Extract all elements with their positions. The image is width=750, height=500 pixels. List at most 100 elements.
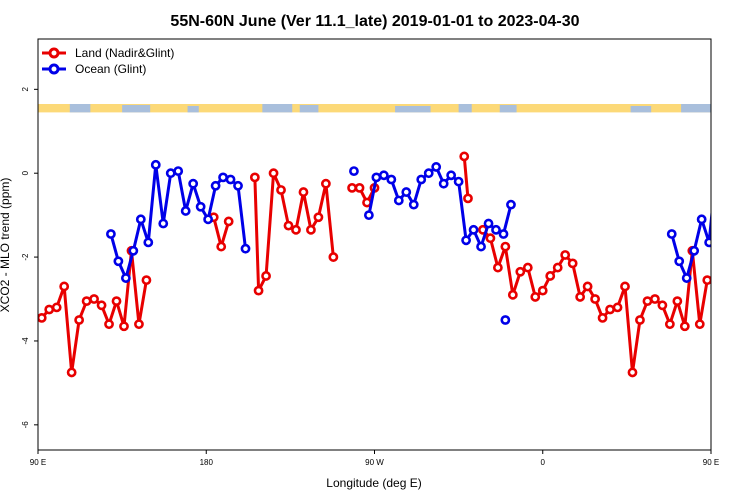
data-point xyxy=(545,271,556,281)
y-axis-label: XCO2 - MLO trend (ppm) xyxy=(0,178,12,313)
data-point xyxy=(461,235,472,246)
data-point xyxy=(165,168,176,179)
data-point xyxy=(261,271,271,281)
legend-label-land: Land (Nadir&Glint) xyxy=(75,46,174,60)
land-ocean-band xyxy=(38,104,711,113)
data-point xyxy=(492,262,503,273)
data-point xyxy=(158,218,169,229)
data-point xyxy=(713,161,720,168)
data-point xyxy=(354,182,365,193)
data-point xyxy=(506,199,516,210)
data-point xyxy=(143,237,154,248)
data-point xyxy=(233,180,243,191)
data-point xyxy=(681,273,692,283)
data-point xyxy=(704,237,711,248)
data-point xyxy=(438,178,449,189)
data-point xyxy=(203,214,214,225)
data-point xyxy=(225,174,236,185)
data-point xyxy=(476,241,486,252)
ocean-patch xyxy=(395,106,431,113)
data-point xyxy=(240,243,251,254)
data-point xyxy=(468,224,479,235)
data-point xyxy=(401,187,412,197)
ocean-patch xyxy=(69,104,91,113)
data-point xyxy=(552,262,563,273)
ocean-patch xyxy=(681,104,711,113)
data-point xyxy=(666,229,677,239)
data-point xyxy=(530,292,541,302)
legend-item-land: Land (Nadir&Glint) xyxy=(42,46,174,60)
data-point xyxy=(128,245,139,256)
data-point xyxy=(679,321,690,332)
data-point xyxy=(423,168,434,179)
data-point xyxy=(134,319,144,330)
data-point xyxy=(720,220,727,227)
ocean-patch xyxy=(122,105,151,113)
data-point xyxy=(728,170,735,177)
y-tick-label: 0 xyxy=(21,170,30,175)
data-point xyxy=(38,312,47,323)
series-line xyxy=(462,156,470,199)
data-point xyxy=(113,256,124,267)
data-point xyxy=(694,319,705,330)
data-point xyxy=(664,319,675,330)
data-point xyxy=(378,170,389,181)
ocean-patch xyxy=(187,106,199,113)
data-point xyxy=(89,294,99,304)
data-point xyxy=(459,151,470,162)
ocean-patch xyxy=(299,105,319,113)
data-point xyxy=(44,304,55,315)
y-tick-label: 2 xyxy=(21,87,30,92)
data-point xyxy=(689,245,700,256)
ocean-patch xyxy=(499,105,517,113)
data-point xyxy=(560,250,571,260)
data-point xyxy=(702,275,711,286)
data-point xyxy=(119,321,129,332)
ocean-patch xyxy=(458,104,472,113)
data-point xyxy=(537,285,548,296)
series-ocean xyxy=(106,159,735,325)
data-point xyxy=(223,216,234,227)
x-tick-label: 90 W xyxy=(365,458,384,467)
data-point xyxy=(446,170,457,181)
data-point xyxy=(597,312,608,323)
data-point xyxy=(216,241,227,252)
data-point xyxy=(431,162,442,172)
data-point xyxy=(507,289,518,300)
data-point xyxy=(111,296,122,307)
data-point xyxy=(306,224,316,235)
data-point xyxy=(657,300,668,311)
series-land xyxy=(38,151,711,378)
data-point xyxy=(620,281,630,292)
data-point xyxy=(453,176,464,187)
data-point xyxy=(590,294,600,304)
data-point xyxy=(298,187,309,197)
data-point xyxy=(605,304,615,315)
data-point xyxy=(141,275,152,286)
data-point xyxy=(120,273,131,283)
data-point xyxy=(696,214,707,225)
y-axis-ticks: 2 0 -2 -4 -6 xyxy=(21,87,38,428)
data-point xyxy=(328,252,339,262)
x-tick-label: 90 E xyxy=(703,458,719,467)
data-point xyxy=(51,302,62,313)
data-point xyxy=(491,224,501,235)
data-point xyxy=(347,182,357,193)
data-point xyxy=(268,168,279,179)
data-point xyxy=(485,233,496,244)
data-point xyxy=(150,159,161,170)
data-point xyxy=(627,367,638,378)
data-point xyxy=(180,206,191,216)
data-point xyxy=(500,241,511,252)
x-tick-label: 90 E xyxy=(30,458,46,467)
data-point xyxy=(635,315,645,325)
data-point xyxy=(483,218,494,229)
data-point xyxy=(135,214,146,225)
data-point xyxy=(210,180,221,191)
data-point xyxy=(650,294,660,304)
data-point xyxy=(74,315,85,325)
data-point xyxy=(276,185,286,195)
ocean-patch xyxy=(262,104,293,113)
data-point xyxy=(218,172,228,183)
